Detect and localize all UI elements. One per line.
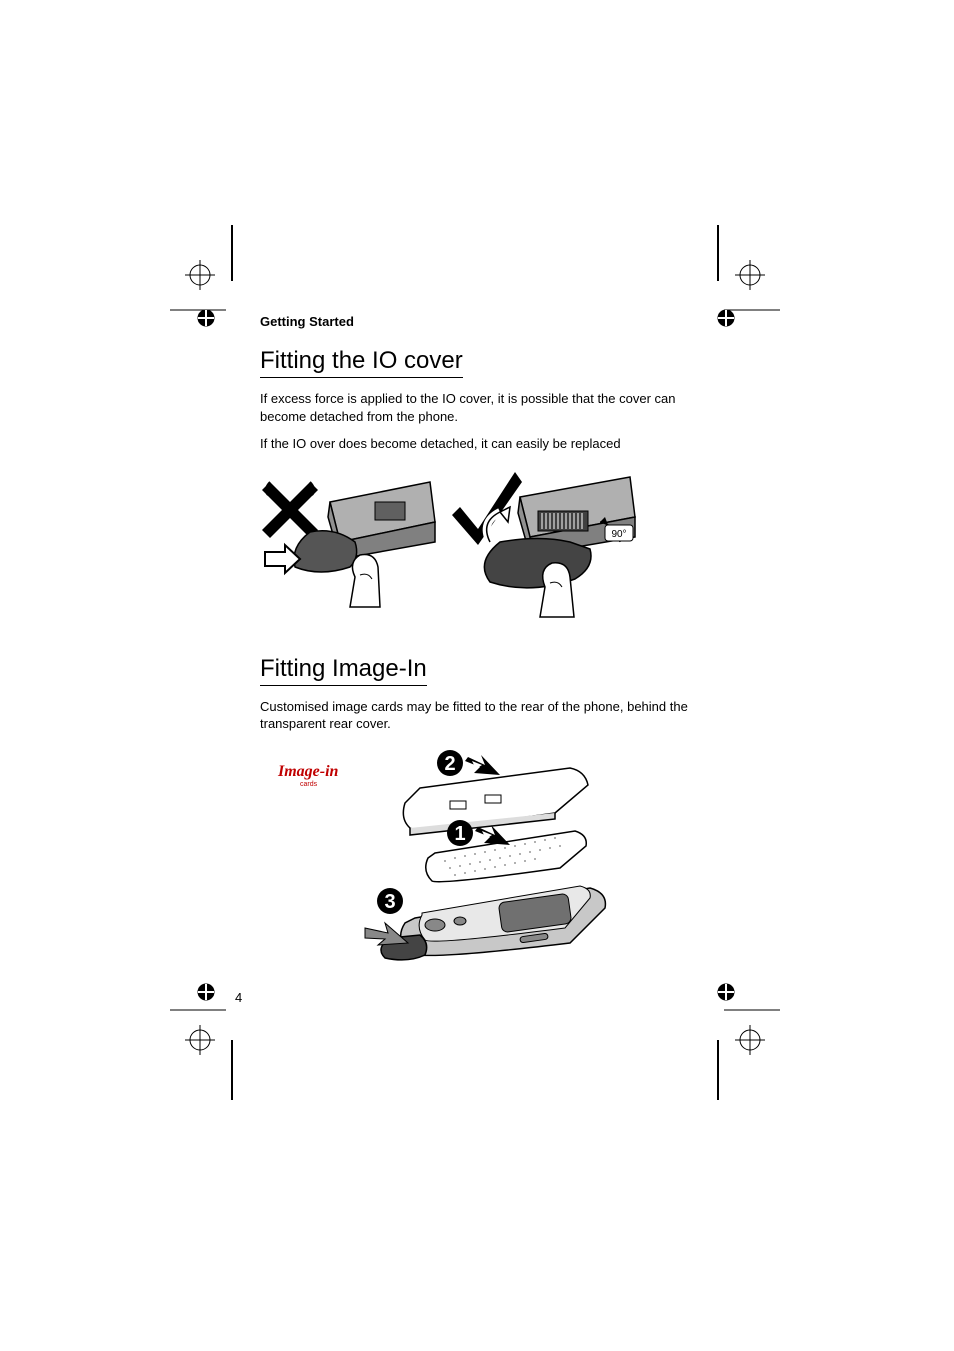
io-cover-figure: 90° [260,467,640,627]
section1-para2: If the IO over does become detached, it … [260,435,690,453]
reg-dot-bl [196,982,216,1002]
section2-title: Fitting Image-In [260,655,427,686]
crop-mark-br [700,1000,780,1100]
svg-text:2: 2 [444,753,455,775]
section2-para1: Customised image cards may be fitted to … [260,698,690,733]
step-2: 2 [437,750,500,776]
svg-text:3: 3 [384,891,395,913]
image-in-figure: Image-in cards 2 [260,743,640,963]
section1-title: Fitting the IO cover [260,347,463,378]
chapter-heading: Getting Started [260,314,690,329]
angle-label: 90° [611,529,626,540]
device-wrong [265,482,435,607]
image-in-logo-sub: cards [300,781,317,788]
image-in-logo: Image-in [278,763,338,781]
page-number: 4 [235,990,242,1005]
crop-mark-bl [170,1000,250,1100]
reg-dot-br [716,982,736,1002]
section1-para1: If excess force is applied to the IO cov… [260,390,690,425]
reg-dot-tr [716,308,736,328]
x-mark-icon [262,482,318,538]
reg-dot-tl [196,308,216,328]
svg-text:1: 1 [454,823,465,845]
page-content: Getting Started Fitting the IO cover If … [260,314,690,963]
crop-mark-tr [700,225,780,325]
phone-body [381,886,605,960]
rear-cover [403,768,588,835]
